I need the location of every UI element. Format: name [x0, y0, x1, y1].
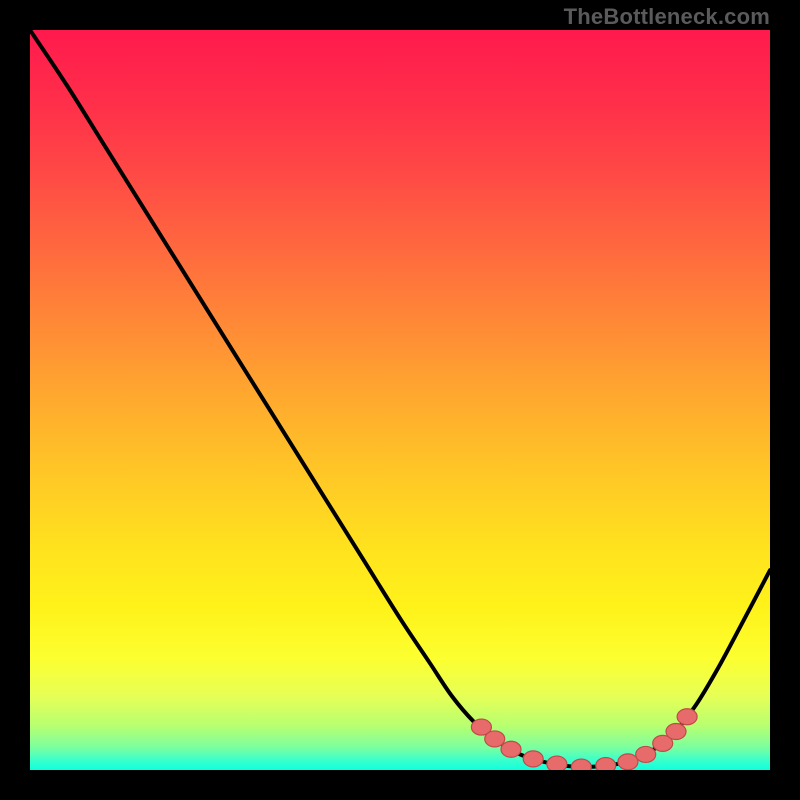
data-marker: [666, 724, 686, 740]
data-marker: [501, 741, 521, 757]
data-marker: [571, 759, 591, 770]
data-marker: [523, 751, 543, 767]
bottleneck-chart: [30, 30, 770, 770]
data-marker: [618, 754, 638, 770]
plot-area: [30, 30, 770, 770]
data-marker: [547, 756, 567, 770]
gradient-background: [30, 30, 770, 770]
data-marker: [485, 731, 505, 747]
data-marker: [596, 758, 616, 770]
data-marker: [677, 709, 697, 725]
watermark-text: TheBottleneck.com: [564, 4, 770, 30]
data-marker: [636, 746, 656, 762]
chart-frame: TheBottleneck.com: [0, 0, 800, 800]
